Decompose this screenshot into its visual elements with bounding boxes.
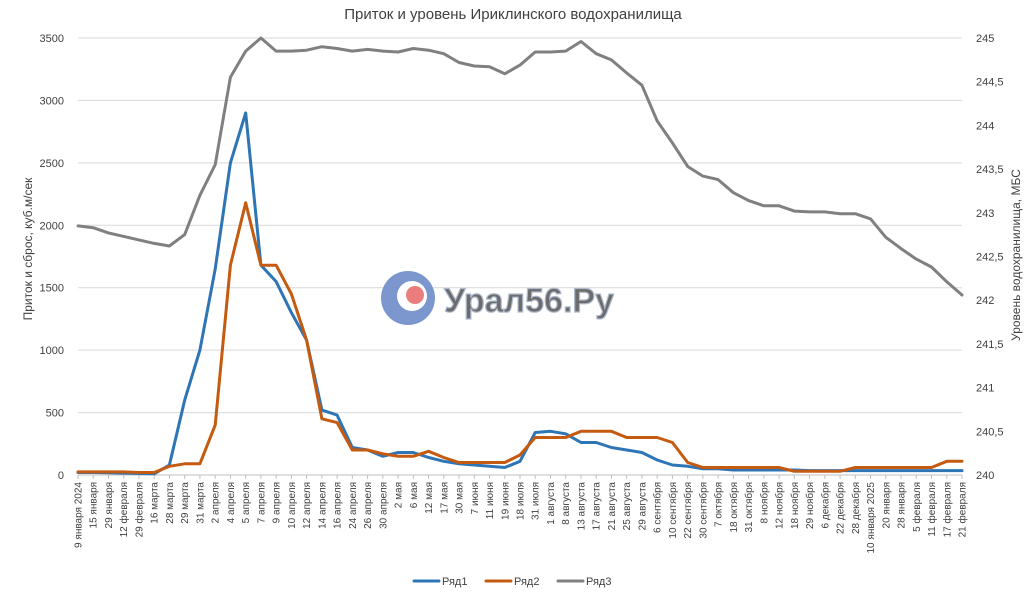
x-tick-label: 8 ноября (758, 482, 770, 523)
x-tick-label: 16 апреля (333, 482, 344, 529)
legend: Ряд1 Ряд2 Ряд3 (412, 576, 611, 588)
x-tick-label: 9 апреля (272, 482, 283, 523)
y-tick-label: 2000 (40, 220, 64, 232)
x-tick-label: 6 декабря (819, 482, 831, 528)
x-tick-label: 18 июля (516, 482, 527, 520)
series-line-3 (76, 36, 964, 297)
x-tick-label: 31 октября (743, 482, 755, 533)
x-axis: 9 января 2024 15 января 29 января 12 феврал… (74, 475, 969, 554)
x-tick-label: 7 октября (713, 482, 725, 527)
y2-tick-label: 240,5 (976, 426, 1004, 438)
x-tick-label: 29 ноября (804, 482, 816, 529)
x-tick-label: 4 апреля (226, 482, 237, 523)
x-tick-label: 17 февраля (941, 482, 953, 537)
x-tick-label: 12 ноября (774, 482, 786, 529)
y-tick-label: 0 (58, 470, 64, 482)
y-axis-right-title: Уровень водохранилища, МБС (1009, 169, 1023, 341)
x-tick-label: 30 мая (455, 482, 466, 514)
x-tick-label: 17 августа (592, 482, 603, 531)
x-tick-label: 15 января (89, 482, 100, 528)
watermark-text: Урал56.Ру (444, 282, 614, 320)
y-tick-label: 3000 (40, 95, 64, 107)
y-axis-left: 0 500 1000 1500 2000 2500 3000 3500 (40, 33, 64, 482)
y2-tick-label: 243 (976, 208, 994, 220)
chart-title: Приток и уровень Ириклинского водохранил… (344, 6, 682, 23)
x-tick-label: 29 января (104, 482, 115, 528)
x-tick-label: 5 апреля (241, 482, 252, 523)
watermark: Урал56.Ру (381, 271, 615, 325)
y2-tick-label: 242,5 (976, 252, 1004, 264)
grid (78, 37, 962, 476)
x-tick-label: 22 декабря (835, 482, 847, 534)
x-tick-label: 20 января (881, 482, 892, 528)
y-axis-right: 240 240,5 241 241,5 242 242,5 243 243,5 244 244,5… (976, 33, 1004, 482)
y-tick-label: 3500 (40, 33, 64, 45)
y2-tick-label: 241 (976, 383, 994, 395)
x-tick-label: 31 марта (195, 482, 206, 524)
legend-label-1: Ряд1 (442, 576, 467, 588)
legend-label-3: Ряд3 (586, 576, 611, 588)
x-tick-label: 29 августа (637, 482, 648, 531)
x-tick-label: 17 мая (439, 482, 450, 514)
x-tick-label: 31 июля (531, 482, 542, 520)
x-tick-label: 14 апреля (317, 482, 328, 529)
x-tick-label: 29 марта (180, 482, 191, 524)
x-tick-label: 28 декабря (850, 482, 862, 534)
x-tick-label: 7 апреля (256, 482, 267, 523)
x-tick-label: 21 февраля (957, 482, 969, 537)
y2-tick-label: 240 (976, 470, 994, 482)
x-tick-label: 18 ноября (789, 482, 801, 529)
y2-tick-label: 242 (976, 295, 994, 307)
x-tick-label: 28 января (897, 482, 908, 528)
series-layer (76, 36, 964, 476)
x-tick-label: 10 апреля (287, 482, 298, 529)
x-tick-label: 11 февраля (926, 482, 938, 537)
x-tick-label: 19 июня (500, 482, 511, 520)
x-tick-label: 25 августа (622, 482, 633, 531)
y-tick-label: 1000 (40, 345, 64, 357)
x-tick-label: 1 августа (546, 482, 557, 525)
x-tick-label: 5 февраля (911, 482, 923, 532)
y2-tick-label: 243,5 (976, 164, 1004, 176)
x-tick-label: 11 июня (485, 482, 496, 519)
y2-tick-label: 244,5 (976, 77, 1004, 89)
x-tick-label: 12 мая (424, 482, 435, 514)
series-line-2 (76, 201, 964, 474)
x-tick-label: 8 августа (561, 482, 572, 525)
y2-tick-label: 244 (976, 120, 994, 132)
y-axis-left-title: Приток и сброс, куб.м/сек (21, 177, 35, 321)
x-tick-label: 12 апреля (302, 482, 313, 529)
y2-tick-label: 245 (976, 33, 994, 45)
y2-tick-label: 241,5 (976, 339, 1004, 351)
x-tick-label: 7 июня (470, 482, 481, 514)
x-tick-label: 2 апреля (211, 482, 222, 523)
x-tick-label: 6 сентября (652, 482, 664, 533)
legend-label-2: Ряд2 (514, 576, 539, 588)
x-tick-label: 29 февраля (133, 482, 145, 537)
x-tick-label: 24 апреля (348, 482, 359, 529)
x-tick-label: 30 сентября (697, 482, 709, 539)
x-tick-label: 2 мая (394, 482, 405, 508)
x-tick-label: 9 января 2024 (74, 482, 85, 548)
x-tick-label: 28 марта (165, 482, 176, 524)
x-tick-label: 12 февраля (118, 482, 130, 537)
x-tick-label: 16 марта (150, 482, 161, 524)
x-tick-label: 22 сентября (682, 482, 694, 539)
y-tick-label: 2500 (40, 158, 64, 170)
x-tick-label: 21 августа (607, 482, 618, 531)
x-tick-label: 18 октября (728, 482, 740, 533)
y-tick-label: 500 (46, 408, 64, 420)
x-tick-label: 30 апреля (378, 482, 389, 529)
x-tick-label: 26 апреля (363, 482, 374, 529)
x-tick-label: 6 мая (409, 482, 420, 508)
y-tick-label: 1500 (40, 283, 64, 295)
x-tick-label: 13 августа (576, 482, 587, 531)
x-tick-label: 10 сентября (667, 482, 679, 539)
x-tick-label: 10 января 2025 (866, 482, 877, 554)
watermark-logo-dot (406, 286, 424, 304)
